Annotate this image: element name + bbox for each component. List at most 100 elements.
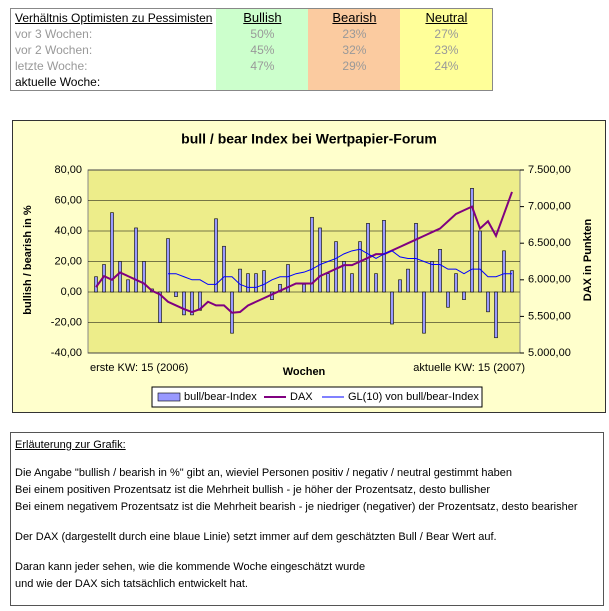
bar	[462, 291, 466, 300]
bar	[398, 279, 402, 293]
column-header: Bullish	[216, 8, 309, 26]
bar	[126, 279, 130, 293]
bar	[350, 273, 354, 293]
bar	[214, 218, 218, 293]
cell: 47%	[216, 58, 309, 74]
bar	[254, 273, 258, 293]
bar	[118, 261, 122, 293]
y2-tick-label: 7.500,00	[528, 164, 571, 176]
y2-tick-label: 5.000,00	[528, 347, 571, 359]
cell: 50%	[216, 26, 309, 42]
bar	[502, 250, 506, 293]
bar	[406, 268, 410, 293]
bar	[222, 245, 226, 293]
explanation-line: Die Angabe "bullish / bearish in %" gibt…	[15, 467, 512, 479]
bar	[174, 291, 178, 297]
explanation-paragraph: Daran kann jeder sehen, wie die kommende…	[15, 559, 599, 593]
explanation-paragraph: Der DAX (dargestellt durch eine blaue Li…	[15, 529, 599, 546]
explanation-line: Bei einem negativem Prozentsatz ist die …	[15, 501, 578, 513]
bar	[334, 241, 338, 293]
row-label: letzte Woche:	[15, 59, 88, 73]
bar	[246, 273, 250, 293]
y-tick-label: 40,00	[54, 225, 82, 237]
explanation: Erläuterung zur Grafik: Die Angabe "bulli…	[10, 432, 604, 606]
bar	[110, 212, 114, 293]
bar	[430, 261, 434, 293]
table-row: letzte Woche: 47% 29% 24%	[11, 58, 493, 74]
bar	[318, 227, 322, 293]
bar	[190, 291, 194, 316]
table-row: vor 2 Wochen: 45% 32% 23%	[11, 42, 493, 58]
bar	[134, 227, 138, 293]
bar	[302, 284, 306, 293]
legend-label: DAX	[290, 391, 313, 403]
bar	[374, 273, 378, 293]
bar	[446, 291, 450, 308]
row-label: aktuelle Woche:	[15, 75, 101, 89]
y-tick-label: 0,00	[61, 286, 82, 298]
cell: 29%	[308, 58, 401, 74]
table-header-row: Verhältnis Optimisten zu Pessimisten Bull…	[11, 8, 493, 26]
table-title: Verhältnis Optimisten zu Pessimisten	[15, 10, 213, 25]
explanation-line: Daran kann jeder sehen, wie die kommende…	[15, 561, 366, 573]
chart-title: bull / bear Index bei Wertpapier-Forum	[181, 131, 437, 147]
cell	[400, 74, 493, 91]
bar	[422, 291, 426, 334]
cell: 27%	[400, 26, 493, 42]
legend-swatch	[157, 392, 181, 402]
cell: 45%	[216, 42, 309, 58]
cell: 32%	[308, 42, 401, 58]
legend-label: bull/bear-Index	[184, 391, 257, 403]
bar	[510, 270, 514, 293]
bar	[326, 273, 330, 293]
y-tick-label: 20,00	[54, 255, 82, 267]
bar	[414, 223, 418, 293]
cell: 24%	[400, 58, 493, 74]
bar	[286, 264, 290, 293]
cell	[308, 74, 401, 91]
bar	[438, 249, 442, 293]
explanation-paragraph: Die Angabe "bullish / bearish in %" gibt…	[15, 465, 599, 516]
table-row: vor 3 Wochen: 50% 23% 27%	[11, 26, 493, 42]
cell	[216, 74, 309, 91]
sentiment-table: Verhältnis Optimisten zu Pessimisten Bull…	[10, 8, 494, 91]
bar	[454, 273, 458, 293]
bar	[382, 220, 386, 293]
column-header: Bearish	[308, 8, 401, 26]
y-tick-label: -40,00	[51, 347, 82, 359]
explanation-line: Bei einem positiven Prozentsatz ist die …	[15, 484, 491, 496]
table-row: aktuelle Woche:	[11, 74, 493, 91]
y2-axis-label: DAX in Punkten	[582, 218, 594, 301]
y2-tick-label: 6.500,00	[528, 237, 571, 249]
explanation-line: Der DAX (dargestellt durch eine blaue Li…	[15, 531, 497, 543]
legend-label: GL(10) von bull/bear-Index	[348, 391, 479, 403]
bar	[278, 284, 282, 293]
annotation: aktuelle KW: 15 (2007)	[413, 362, 525, 374]
bar	[238, 268, 242, 293]
bar	[358, 241, 362, 293]
line	[168, 248, 512, 288]
cell: 23%	[308, 26, 401, 42]
bar	[142, 261, 146, 293]
y2-tick-label: 5.500,00	[528, 310, 571, 322]
y-tick-label: 80,00	[54, 164, 82, 176]
cell: 23%	[400, 42, 493, 58]
bar	[478, 230, 482, 293]
column-header: Neutral	[400, 8, 493, 26]
line	[95, 191, 513, 314]
bar	[390, 291, 394, 325]
y-axis-label: bullish / bearish in %	[22, 205, 34, 315]
bar	[166, 238, 170, 293]
bar	[486, 291, 490, 313]
annotation: erste KW: 15 (2006)	[90, 362, 188, 374]
y2-tick-label: 6.000,00	[528, 274, 571, 286]
bar	[158, 291, 162, 323]
bar	[182, 291, 186, 316]
y-tick-label: -20,00	[51, 316, 82, 328]
bar	[470, 188, 474, 293]
row-label: vor 3 Wochen:	[15, 27, 93, 41]
row-label: vor 2 Wochen:	[15, 43, 93, 57]
explanation-heading: Erläuterung zur Grafik:	[15, 439, 126, 451]
legend-box	[151, 386, 483, 408]
